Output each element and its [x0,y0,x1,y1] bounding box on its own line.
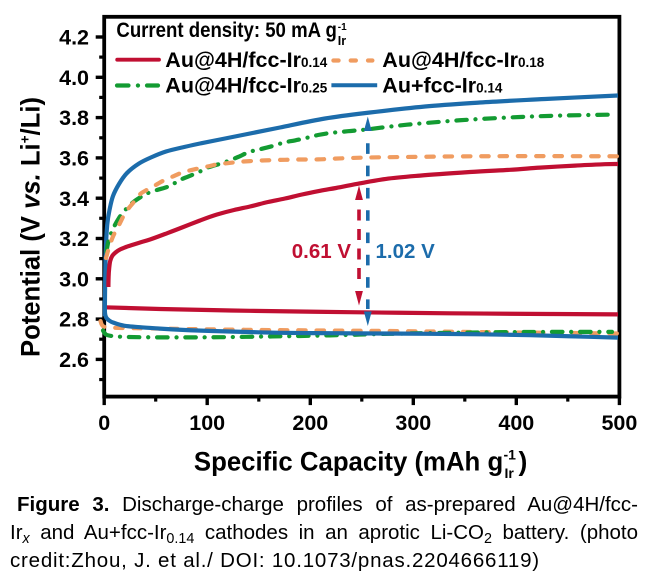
svg-text:1.02 V: 1.02 V [376,240,436,263]
svg-text:Ir: Ir [505,465,515,481]
svg-text:3.2: 3.2 [59,227,89,251]
svg-text:3.8: 3.8 [59,106,89,130]
svg-text:300: 300 [395,411,431,435]
svg-text:3.4: 3.4 [59,187,89,211]
svg-text:4.2: 4.2 [59,26,89,50]
svg-text:3.6: 3.6 [59,147,89,171]
svg-text:Au@4H/fcc-Ir0.18: Au@4H/fcc-Ir0.18 [382,48,544,72]
svg-text:Au@4H/fcc-Ir0.25: Au@4H/fcc-Ir0.25 [165,74,327,98]
svg-text:-1: -1 [338,22,347,33]
svg-text:0.61 V: 0.61 V [292,240,352,263]
svg-text:): ) [519,447,528,477]
svg-text:2.8: 2.8 [59,308,89,332]
svg-text:200: 200 [292,411,328,435]
svg-text:0: 0 [98,411,110,435]
svg-text:Au+fcc-Ir0.14: Au+fcc-Ir0.14 [382,74,503,98]
svg-text:-1: -1 [504,446,517,462]
svg-text:500: 500 [601,411,637,435]
svg-text:2.6: 2.6 [59,348,89,372]
svg-text:400: 400 [498,411,534,435]
svg-text:100: 100 [189,411,225,435]
svg-text:Specific Capacity (mAh g: Specific Capacity (mAh g [194,447,503,477]
svg-text:4.0: 4.0 [59,66,89,90]
svg-text:Ir: Ir [338,34,346,48]
svg-text:Potential (V vs. Li+/Li): Potential (V vs. Li+/Li) [16,97,46,357]
svg-text:Current density: 50 mA g: Current density: 50 mA g [116,18,337,42]
svg-text:Au@4H/fcc-Ir0.14: Au@4H/fcc-Ir0.14 [165,48,327,72]
svg-text:3.0: 3.0 [59,267,89,291]
